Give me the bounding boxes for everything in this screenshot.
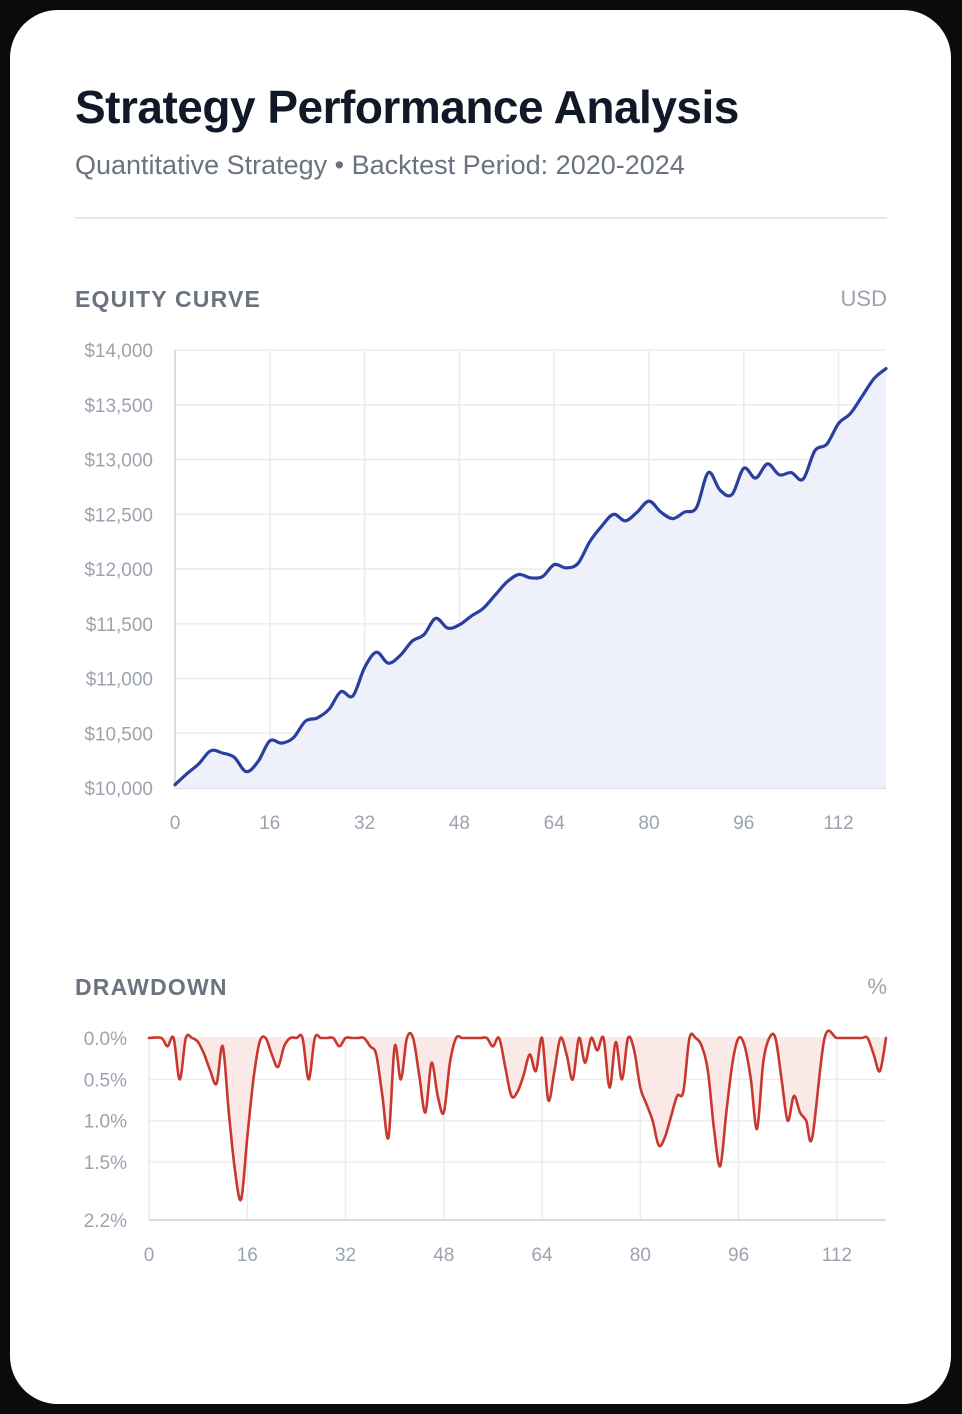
- drawdown-series-line: [147, 1029, 888, 1202]
- equity-x-tick: 96: [733, 813, 754, 834]
- header-divider: [75, 217, 887, 219]
- drawdown-y-tick: 1.0%: [84, 1112, 127, 1133]
- drawdown-x-tick: 32: [335, 1245, 356, 1266]
- equity-y-tick: $10,500: [84, 724, 153, 745]
- equity-x-tick: 64: [544, 813, 566, 834]
- equity-y-tick: $10,000: [84, 779, 153, 800]
- equity-x-tick: 0: [170, 813, 181, 834]
- equity-unit-label: USD: [840, 286, 887, 311]
- drawdown-area: [149, 1030, 886, 1201]
- page-title: Strategy Performance Analysis: [75, 81, 739, 133]
- equity-x-tick: 32: [354, 813, 375, 834]
- equity-y-tick: $12,000: [84, 560, 153, 581]
- equity-x-tick: 16: [259, 813, 280, 834]
- equity-x-tick: 48: [449, 813, 470, 834]
- equity-y-tick: $13,500: [84, 396, 153, 417]
- equity-y-tick: $13,000: [84, 451, 153, 472]
- equity-curve-chart: $10,000 $10,500 $11,000 $11,500 $12,000 $12,5…: [84, 341, 888, 834]
- equity-y-tick: $12,500: [84, 505, 153, 526]
- drawdown-x-tick: 96: [728, 1245, 749, 1266]
- drawdown-unit-label: %: [867, 974, 887, 999]
- equity-y-tick: $11,000: [86, 670, 153, 691]
- drawdown-x-tick: 48: [433, 1245, 454, 1266]
- report-card: Strategy Performance Analysis Quantitati…: [10, 10, 951, 1404]
- drawdown-x-tick: 112: [822, 1245, 852, 1266]
- drawdown-x-tick: 80: [630, 1245, 651, 1266]
- drawdown-y-tick: 0.5%: [84, 1070, 127, 1091]
- drawdown-x-tick: 0: [144, 1245, 155, 1266]
- drawdown-x-tick: 64: [531, 1245, 553, 1266]
- equity-series-line: [173, 367, 888, 787]
- drawdown-chart: 0.0% 0.5% 1.0% 1.5% 2.2% 0 16 32 48 64 80 96 112: [84, 1029, 888, 1266]
- drawdown-y-tick: 0.0%: [84, 1029, 127, 1050]
- drawdown-section-label: DRAWDOWN: [75, 974, 228, 1000]
- drawdown-x-tick: 16: [237, 1245, 258, 1266]
- drawdown-y-tick: 1.5%: [84, 1153, 127, 1174]
- equity-y-tick: $11,500: [86, 615, 153, 636]
- equity-section-label: EQUITY CURVE: [75, 286, 262, 312]
- equity-x-tick: 80: [638, 813, 659, 834]
- equity-x-tick: 112: [823, 813, 853, 834]
- equity-y-tick: $14,000: [84, 341, 153, 362]
- page-subtitle: Quantitative Strategy • Backtest Period:…: [75, 150, 685, 180]
- drawdown-y-tick: 2.2%: [84, 1211, 127, 1232]
